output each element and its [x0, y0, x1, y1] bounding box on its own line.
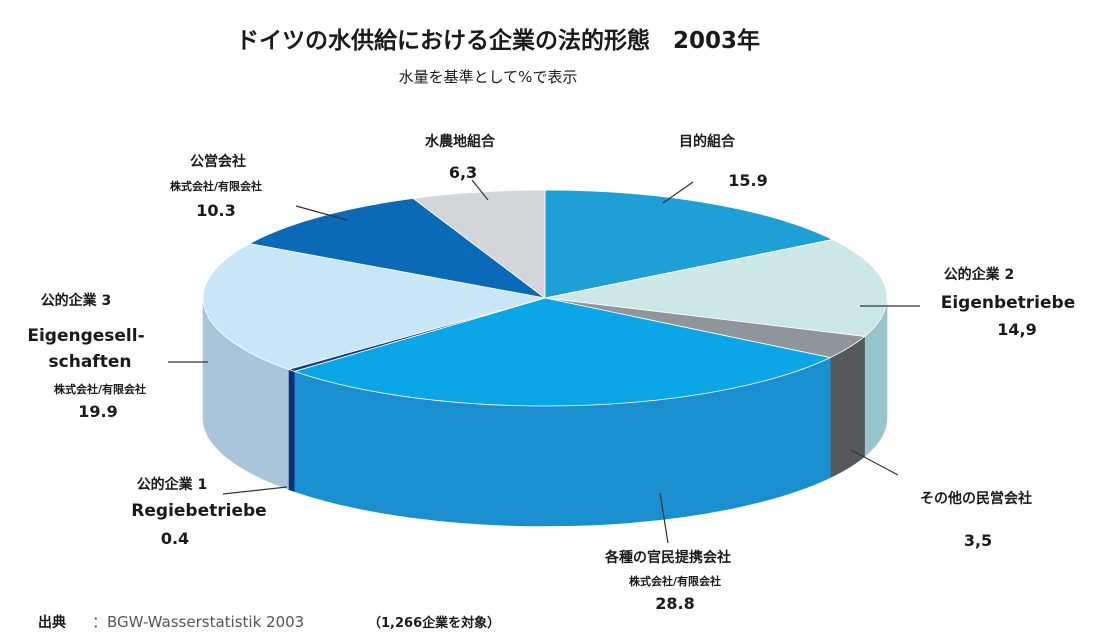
slice-6-top — [202, 243, 546, 370]
value-sonota-minei-kaisha: 3,5 — [964, 531, 992, 550]
slice-1-top — [544, 189, 834, 299]
slice-5-side — [288, 368, 295, 492]
label-kanmin-teikei-kaisha: 各種の官民提携会社 — [604, 549, 731, 566]
label-koteki-kigyo-2: 公的企業 2 — [944, 266, 1015, 283]
label-koteki-kigyo-3: 公的企業 3 — [41, 292, 112, 309]
leader-line-mokuteki — [662, 181, 694, 204]
value-koei-kaisha: 10.3 — [196, 201, 235, 220]
pie-tops — [202, 189, 888, 407]
value-kanmin-teikei-kaisha: 28.8 — [655, 594, 694, 613]
source-note: （1,266企業を対象） — [368, 615, 500, 631]
label-regiebetriebe: Regiebetriebe — [131, 501, 266, 521]
slice-8-top — [412, 189, 546, 299]
value-eigenbetriebe: 14,9 — [997, 320, 1036, 339]
source-text: ：BGW-Wasserstatistik 2003 — [92, 613, 304, 631]
chart-subtitle: 水量を基準として%で表示 — [399, 68, 578, 86]
source-label: 出典 — [38, 614, 66, 631]
label-suino-kumiai: 水農地組合 — [425, 133, 496, 150]
label-mokuteki-kumiai: 目的組合 — [679, 133, 736, 150]
slice-3-side — [829, 335, 865, 479]
value-mokuteki-kumiai: 15.9 — [728, 171, 767, 190]
value-regiebetriebe: 0.4 — [161, 529, 189, 548]
sublabel-eigengesellschaften: 株式会社/有限会社 — [54, 382, 146, 396]
value-eigengesellschaften: 19.9 — [78, 402, 117, 421]
label-sonota-minei-kaisha: その他の民営会社 — [920, 490, 1032, 507]
label-eigenbetriebe: Eigenbetriebe — [941, 293, 1076, 313]
leader-line-sonota — [850, 449, 899, 476]
value-suino-kumiai: 6,3 — [449, 163, 477, 182]
label-koei-kaisha: 公営会社 — [190, 153, 246, 170]
leader-line-suino — [471, 179, 489, 201]
slice-7-top — [248, 197, 546, 299]
leader-line-koei — [295, 205, 348, 221]
leader-line-regiebetriebe — [222, 486, 288, 495]
slice-2-top — [544, 239, 888, 337]
leader-line-kanmin — [659, 492, 669, 544]
sublabel-koei-kaisha: 株式会社/有限会社 — [170, 179, 262, 193]
label-eigengesellschaften-line-1: Eigengesell- — [27, 326, 144, 346]
sublabel-kanmin-teikei-kaisha: 株式会社/有限会社 — [629, 574, 721, 588]
label-eigengesellschaften-line-2: schaften — [49, 352, 132, 372]
chart-title: ドイツの水供給における企業の法的形態 2003年 — [236, 27, 760, 54]
slice-4-top — [292, 297, 832, 407]
leader-lines — [168, 179, 920, 544]
label-koteki-kigyo-1: 公的企業 1 — [137, 476, 208, 493]
label-eigengesellschaften: Eigengesell-schaften — [27, 326, 144, 372]
